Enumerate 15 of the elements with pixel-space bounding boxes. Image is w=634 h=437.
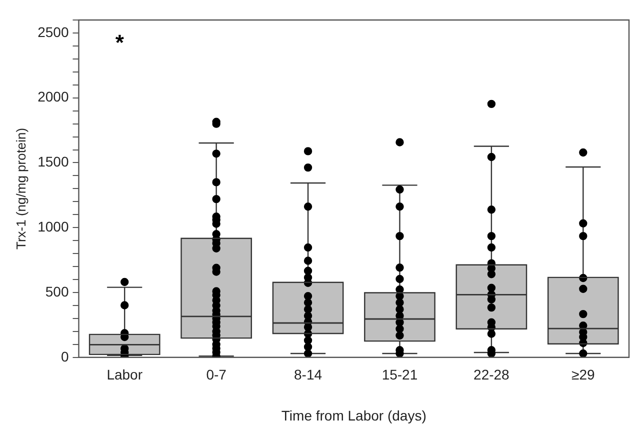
x-axis-title: Time from Labor (days) (281, 407, 426, 424)
y-tick-label: 1500 (38, 154, 69, 170)
x-tick-label: Labor (106, 366, 143, 383)
y-tick-label: 2500 (38, 24, 69, 40)
x-tick-label: ≥29 (572, 366, 595, 383)
x-tick-label: 15-21 (382, 366, 418, 383)
y-tick-label: 2000 (38, 88, 69, 105)
annotation: * (115, 30, 124, 56)
y-tick-label: 500 (45, 283, 69, 300)
x-tick-label: 8-14 (294, 366, 322, 383)
y-tick-label: 0 (60, 348, 69, 364)
y-tick-label: 1000 (38, 218, 69, 234)
x-tick-label: 0-7 (206, 366, 227, 383)
x-tick-label: 22-28 (474, 366, 510, 383)
y-axis-title: Trx-1 (ng/mg protein) (13, 128, 28, 250)
